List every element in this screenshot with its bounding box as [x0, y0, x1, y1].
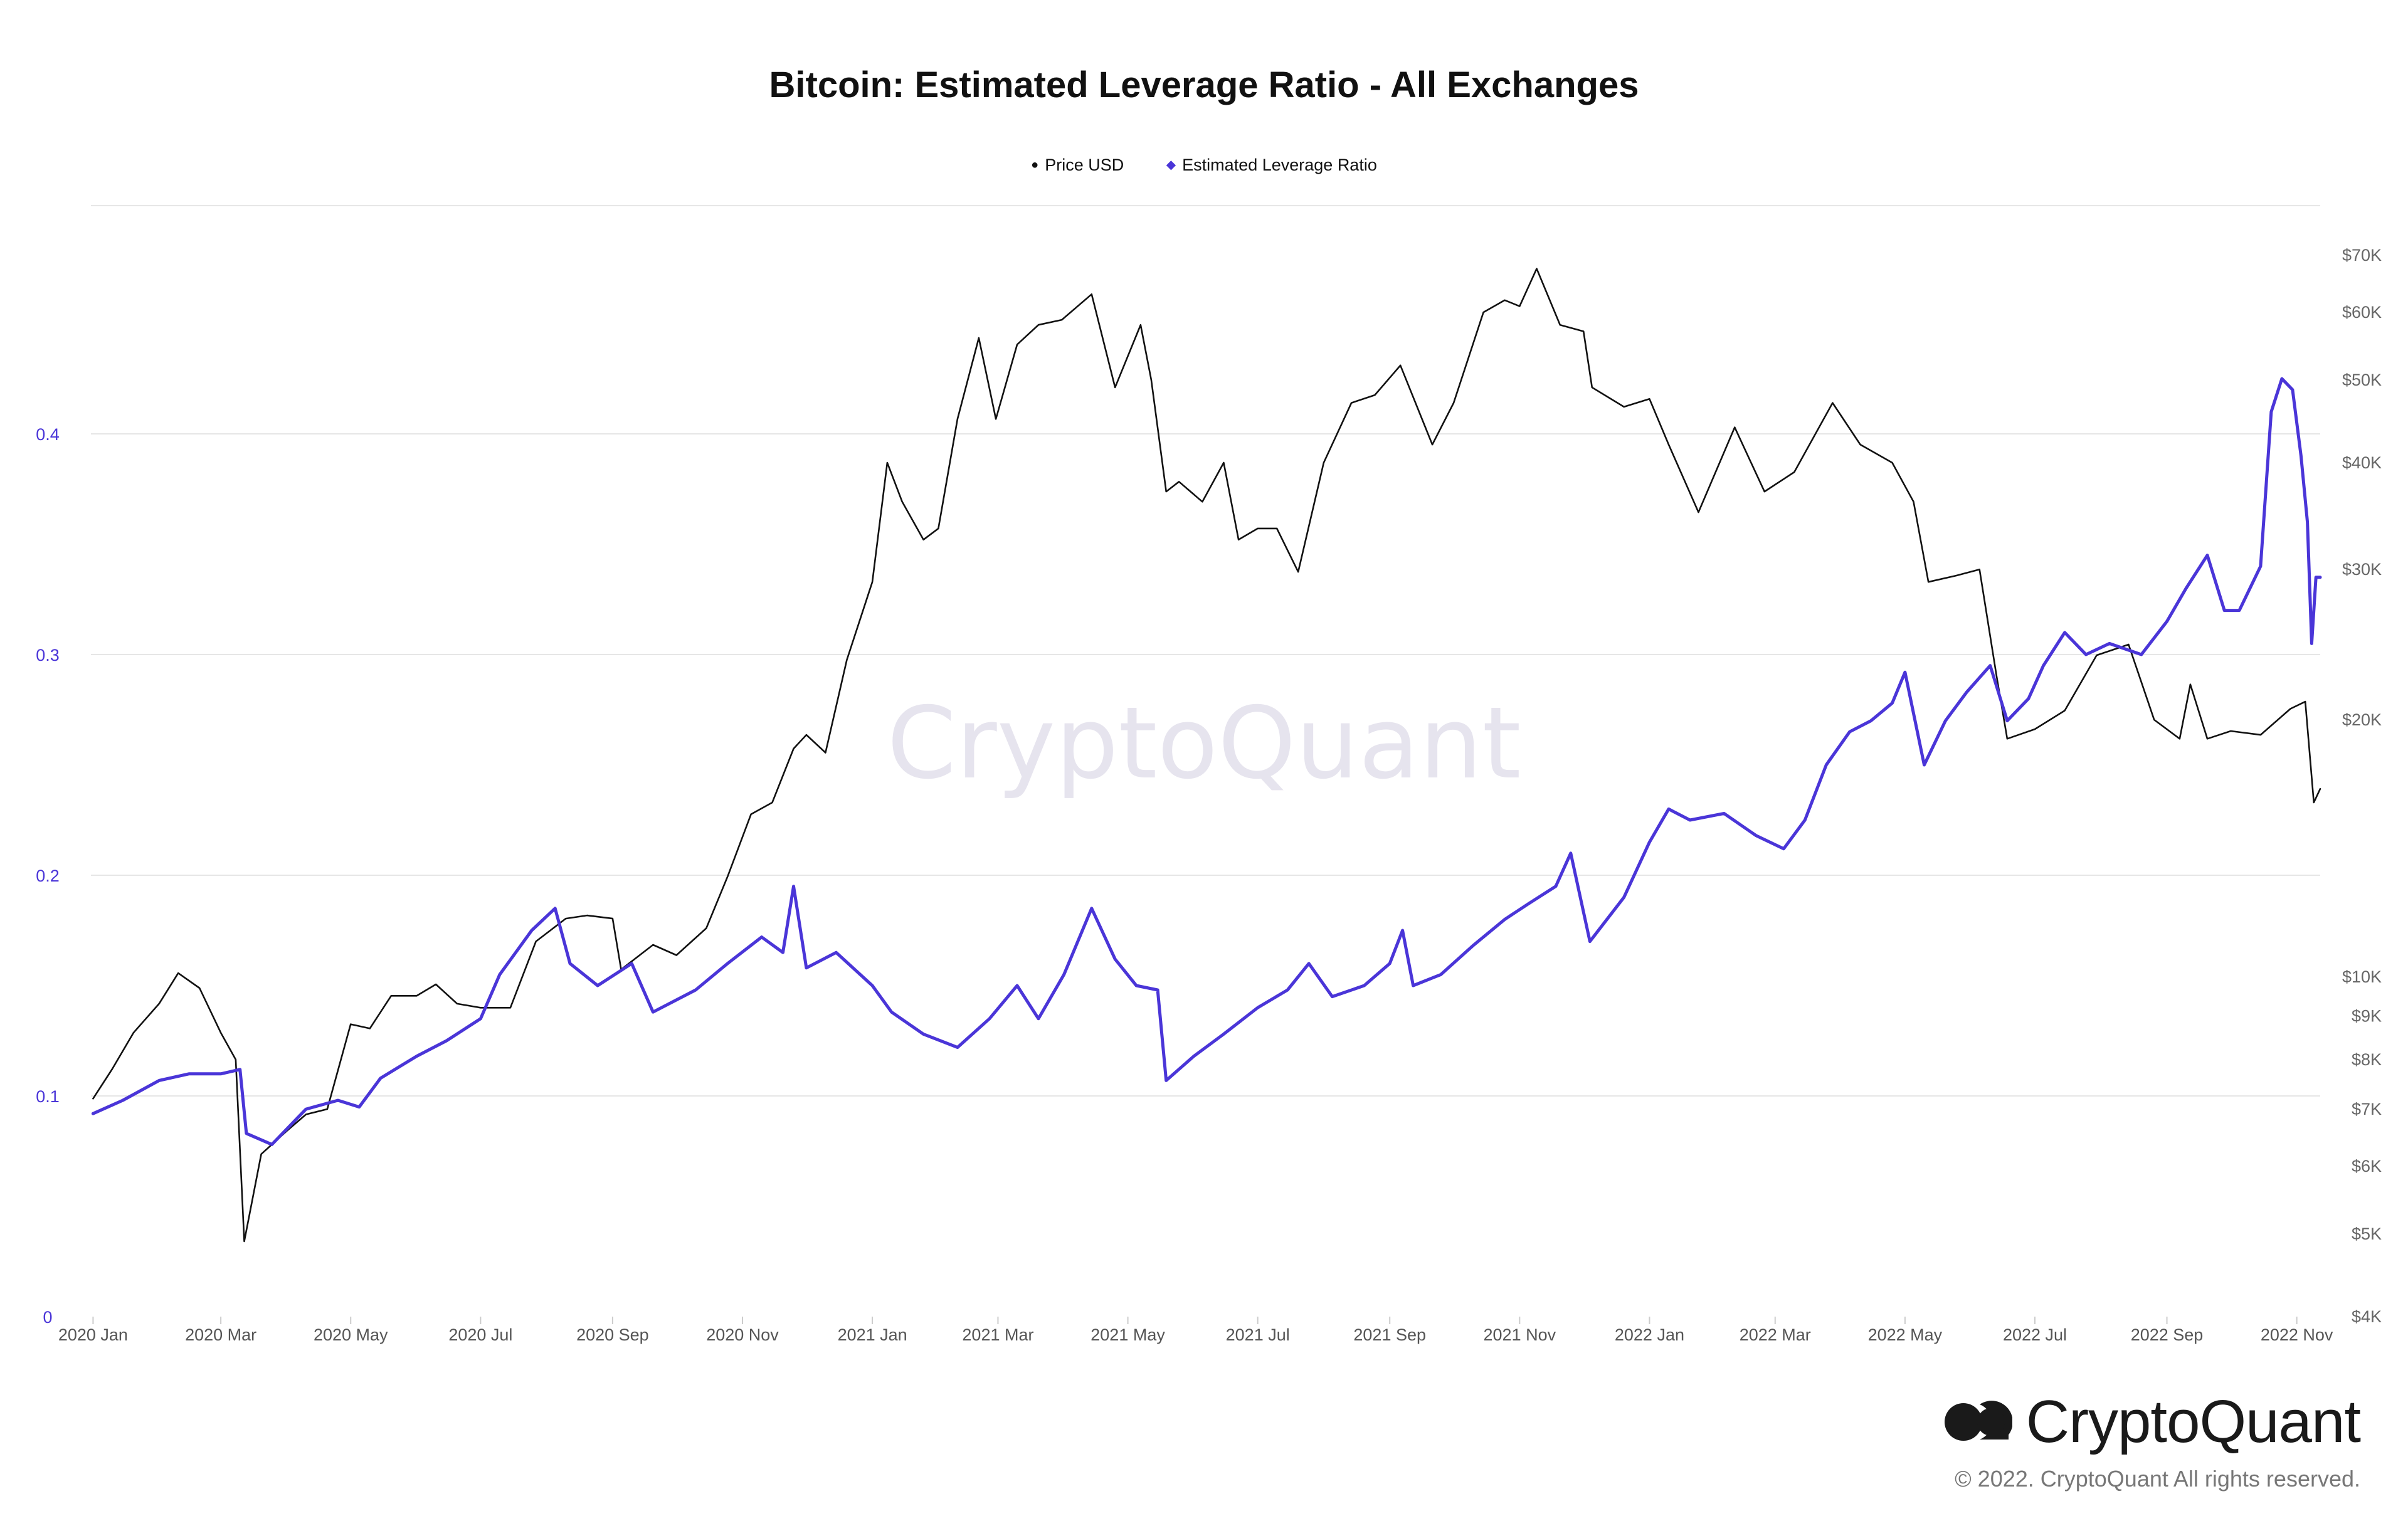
legend-label-price: Price USD [1045, 155, 1124, 174]
left-axis: 0 0.1 0.2 0.3 0.4 [36, 425, 60, 1327]
copyright-text: © 2022. CryptoQuant All rights reserved. [1955, 1466, 2360, 1492]
x-axis: 2020 Jan 2020 Mar 2020 May 2020 Jul 2020 Sep… [58, 1317, 2333, 1344]
left-axis-tick-label: 0.2 [36, 866, 60, 885]
x-axis-tick-label: 2022 Jul [2003, 1325, 2067, 1344]
x-axis-tick-label: 2020 Jul [448, 1325, 512, 1344]
series-line-price[interactable] [92, 268, 2321, 1243]
right-axis-tick-label: $9K [2352, 1006, 2382, 1025]
legend-label-leverage: Estimated Leverage Ratio [1182, 155, 1377, 174]
series-lines [91, 268, 2322, 1243]
right-axis-tick-label: $30K [2342, 560, 2382, 579]
brand: CryptoQuant [1942, 1388, 2361, 1455]
left-axis-tick-label: 0 [43, 1308, 52, 1327]
x-axis-tick-label: 2020 Sep [576, 1325, 649, 1344]
right-axis-tick-label: $50K [2342, 371, 2382, 389]
right-axis-tick-label: $70K [2342, 246, 2382, 265]
right-axis-tick-label: $20K [2342, 710, 2382, 729]
x-axis-tick-label: 2021 Sep [1353, 1325, 1426, 1344]
x-axis-tick-label: 2022 Jan [1615, 1325, 1684, 1344]
x-axis-tick-label: 2021 Jan [838, 1325, 907, 1344]
x-axis-tick-label: 2020 Mar [185, 1325, 256, 1344]
x-axis-tick-label: 2022 Mar [1740, 1325, 1811, 1344]
x-axis-tick-label: 2022 Nov [2261, 1325, 2333, 1344]
x-axis-tick-label: 2021 Jul [1226, 1325, 1290, 1344]
series-line-leverage[interactable] [91, 377, 2322, 1146]
legend-item-price[interactable]: ● Price USD [1031, 155, 1124, 175]
right-axis-tick-label: $8K [2352, 1050, 2382, 1069]
chart-title: Bitcoin: Estimated Leverage Ratio - All … [769, 65, 1639, 105]
grid-lines [91, 433, 2320, 1097]
right-axis-tick-label: $60K [2342, 303, 2382, 322]
right-axis-tick-label: $4K [2352, 1307, 2382, 1326]
legend-item-leverage[interactable]: ◆ Estimated Leverage Ratio [1166, 155, 1377, 175]
legend: ● Price USD ◆ Estimated Leverage Ratio [0, 155, 2408, 175]
right-axis: $4K $5K $6K $7K $8K $9K $10K $20K $30K $40K $50K $6… [2342, 246, 2382, 1326]
cryptoquant-logo-icon [1944, 1401, 2012, 1441]
right-axis-tick-label: $7K [2352, 1100, 2382, 1119]
x-axis-tick-label: 2021 Mar [962, 1325, 1033, 1344]
right-axis-tick-label: $6K [2352, 1157, 2382, 1176]
x-axis-tick-label: 2021 May [1090, 1325, 1165, 1344]
right-axis-tick-label: $10K [2342, 967, 2382, 986]
watermark-text: CryptoQuant [887, 686, 1521, 801]
x-axis-tick-label: 2022 May [1868, 1325, 1943, 1344]
left-axis-tick-label: 0.1 [36, 1087, 60, 1106]
x-axis-tick-label: 2020 Nov [706, 1325, 779, 1344]
x-axis-tick-label: 2020 May [314, 1325, 388, 1344]
x-axis-tick-label: 2022 Sep [2131, 1325, 2204, 1344]
right-axis-tick-label: $5K [2352, 1224, 2382, 1243]
x-axis-tick-label: 2021 Nov [1484, 1325, 1556, 1344]
left-axis-tick-label: 0.4 [36, 425, 60, 444]
right-axis-tick-label: $40K [2342, 453, 2382, 472]
legend-dot-icon: ● [1031, 158, 1039, 172]
legend-diamond-icon: ◆ [1166, 158, 1176, 172]
left-axis-tick-label: 0.3 [36, 646, 60, 665]
x-axis-tick-label: 2020 Jan [58, 1325, 128, 1344]
brand-name: CryptoQuant [2025, 1388, 2361, 1455]
